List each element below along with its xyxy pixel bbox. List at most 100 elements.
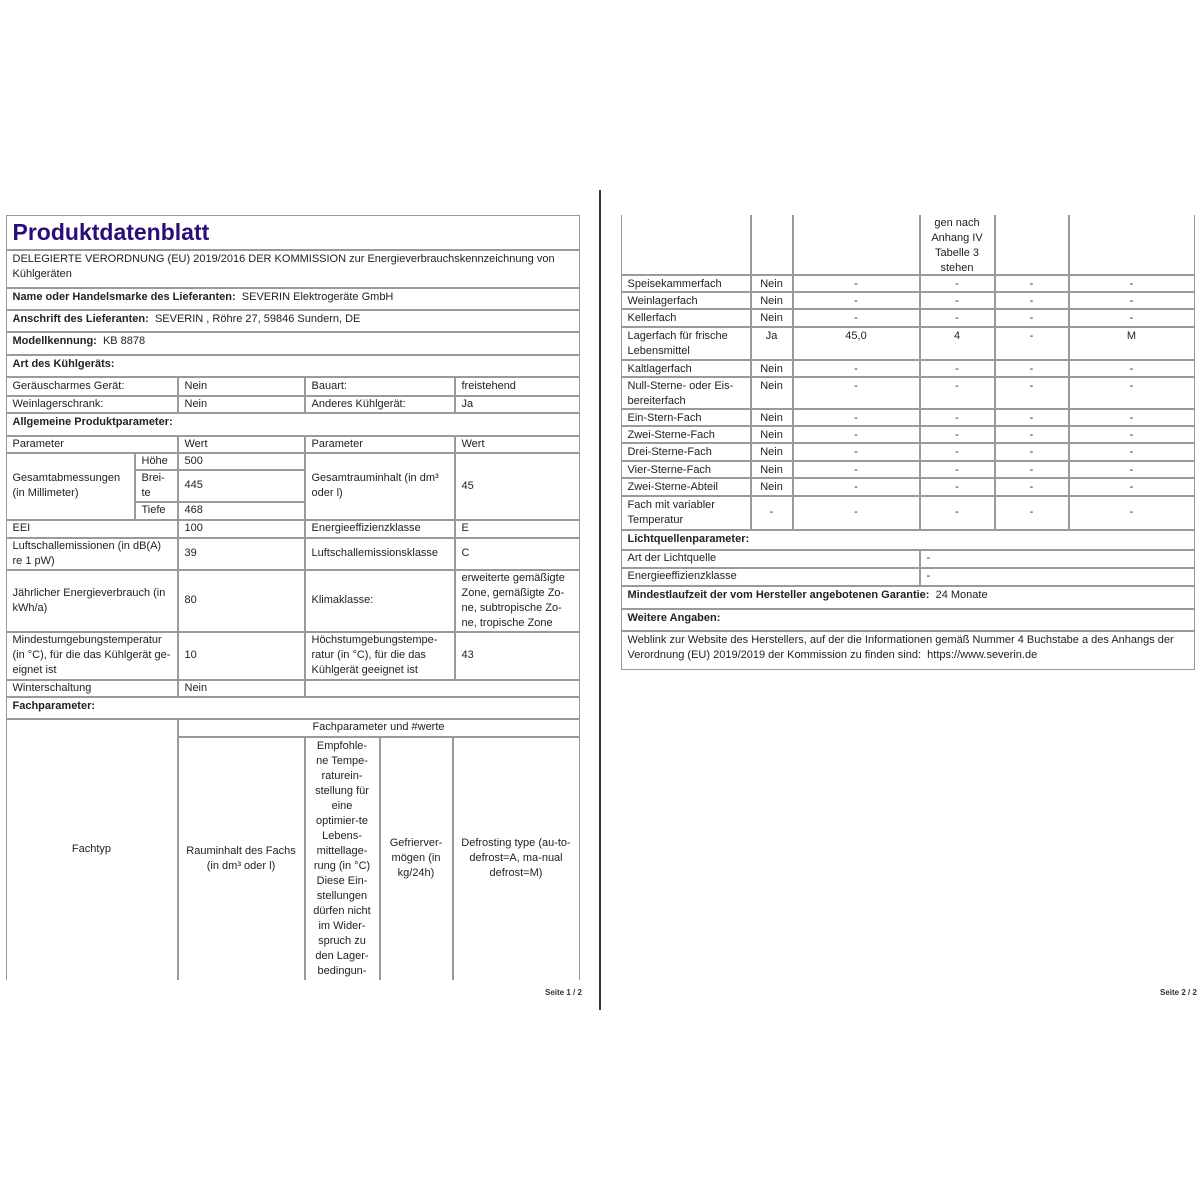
table-cell [1068,214,1195,275]
cell-text: - [955,311,959,324]
weblink-row: Weblink zur Website des Herstellers, auf… [620,630,1195,670]
compartment-value: - [994,359,1069,377]
cell-content: - [854,505,858,520]
compartment-value: - [919,408,995,426]
compartment-value: Ja [750,326,793,360]
cell-text: - [955,428,959,441]
cell-text: - [1129,480,1134,493]
compartment-value: - [919,291,995,309]
cell-text: - [1029,379,1034,392]
table-cell: Fachparameter und #werte [177,718,580,737]
title-cell: Produktdatenblatt [5,214,580,250]
cell-content: Ein-Stern-Fach [628,411,702,425]
cell-text: - [854,379,858,392]
compartment-value: Nein [750,274,793,292]
cell-content: Nein [760,362,783,376]
cell-content: Energieeffizienzklasse [628,569,737,584]
compartment-value: - [919,308,995,327]
compartment-value: - [1068,460,1195,478]
cell-text: 80 [184,594,197,606]
cell-content: Lagerfach für frische Lebensmittel [628,329,744,359]
cell-content: Defrosting type (au-to-defrost=A, ma-nua… [460,836,573,881]
cell-content: - [854,311,858,326]
cell-text: - [854,428,858,441]
cell-text: - [1129,411,1134,424]
type-heading: Art des Kühlgeräts: [5,354,580,377]
compartment-value: - [919,425,995,443]
cell-text: 45,0 [845,329,867,342]
table-cell: Energieeffizienzklasse [304,519,455,538]
compartment-value: - [1068,359,1195,377]
cell-text: - [1129,463,1134,476]
cell-content: Nein [760,480,783,495]
compartment-value: - [750,495,793,530]
compartment-name: Null-Sterne- oder Eis-bereiterfach [620,376,751,409]
cell-text: - [1029,411,1034,424]
compartment-value: - [792,495,920,530]
table-cell: 39 [177,537,305,570]
cell-text: Nein [760,445,783,458]
cell-text: - [1129,277,1134,290]
compartment-value: - [1068,376,1195,409]
cell-text: - [955,445,959,458]
cell-content: Modellkennung: KB 8878 [13,334,146,349]
cell-text: Jährlicher Energieverbrauch (in kWh/a) [12,586,166,614]
cell-text: - [955,463,959,476]
cell-text: 43 [461,649,474,661]
cell-content: Wert [462,437,485,452]
cell-content: Fachtyp [72,842,111,857]
cell-text: - [1029,428,1034,441]
table-cell: Tiefe [134,501,178,520]
cell-content: Allgemeine Produktparameter: [13,415,173,430]
table-cell: Höchstumgebungstempe-ratur (in °C), für … [304,631,455,680]
cell-text: - [854,463,858,476]
cell-content: Fach mit variabler Temperatur [628,498,744,528]
compartment-value: - [792,425,920,443]
table-cell: 43 [454,631,580,680]
cell-text: Lagerfach für frische Lebensmittel [627,329,728,357]
cell-text: Null-Sterne- oder Eis-bereiterfach [627,379,734,407]
compartment-value: - [1068,291,1195,309]
cell-text: Nein [184,379,208,392]
table-cell: - [919,549,1195,568]
weblink[interactable]: https://www.severin.de [927,648,1038,661]
compartment-value: Nein [750,477,793,496]
cell-text: - [854,294,858,307]
cell-text: - [854,362,858,375]
cell-content: - [955,463,959,477]
cell-content: 45 [462,479,474,494]
cell-content: Weblink zur Website des Herstellers, auf… [628,633,1188,663]
cell-content: 80 [185,593,197,608]
cell-content: - [955,480,959,495]
cell-content: Gefrierver-mögen (in kg/24h) [387,836,446,881]
cell-content: Ja [462,397,474,412]
cell-content: - [1129,277,1134,291]
cell-content: Nein [760,379,783,394]
cell-content: - [1130,428,1134,442]
cell-content: Art der Lichtquelle [628,551,717,566]
cell-text: - [926,552,931,564]
table-cell: Gefrierver-mögen (in kg/24h) [379,736,453,980]
cell-text: Weblink zur Website des Herstellers, auf… [627,633,1174,661]
cell-content: - [1030,379,1034,394]
cell-text: Zwei-Sterne-Abteil [627,480,718,493]
cell-text: Rauminhalt des Fachs (in dm³ oder l) [186,844,296,872]
compartment-value: - [1068,495,1195,530]
cell-text: Klimaklasse: [311,594,374,606]
cell-content: EEI [13,521,31,536]
cell-content: Drei-Sterne-Fach [628,445,712,460]
cell-text: Zwei-Sterne-Fach [627,428,715,441]
compartment-value: M [1068,326,1195,360]
cell-text: - [1029,294,1034,307]
cell-text: Höchstumgebungstempe-ratur (in °C), für … [311,634,438,676]
cell-content: - [1130,480,1134,495]
table-cell: Jährlicher Energieverbrauch (in kWh/a) [5,569,178,632]
cell-content: Produktdatenblatt [13,218,210,246]
table-cell: Nein [177,679,305,697]
cell-text: Winterschaltung [12,681,92,694]
cell-content: Fachparameter und #werte [312,720,444,735]
cell-text: Allgemeine Produktparameter: [12,415,173,428]
cell-content: C [462,546,470,561]
cell-text: Vier-Sterne-Fach [627,463,712,476]
cell-content: Nein [185,681,208,696]
